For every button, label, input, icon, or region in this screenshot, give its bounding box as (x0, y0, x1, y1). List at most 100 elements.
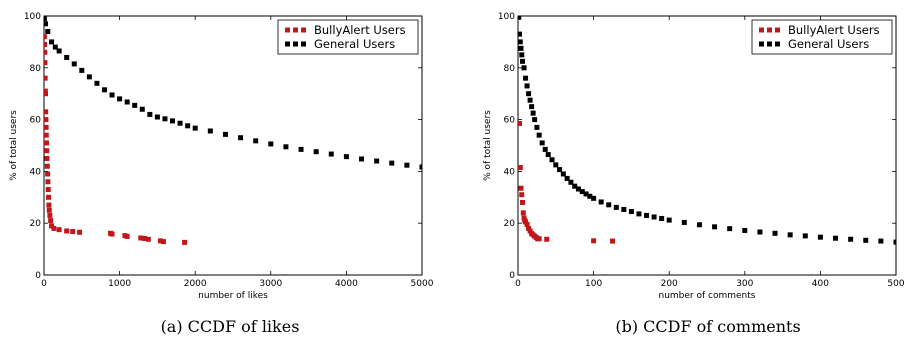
bullyalert-users-point (527, 228, 533, 234)
y-tick-label: 20 (504, 219, 516, 229)
y-tick-label: 40 (30, 167, 42, 177)
x-tick-label: 5000 (411, 279, 434, 289)
general-users-point (313, 149, 319, 155)
bullyalert-users-point (145, 236, 151, 242)
general-users-point (644, 212, 650, 218)
plot-area (517, 15, 897, 276)
general-users-point (238, 135, 244, 141)
x-tick-label: 0 (41, 279, 47, 289)
bullyalert-users-point (46, 202, 52, 208)
general-users-point (524, 83, 530, 89)
bullyalert-users-point (45, 171, 51, 177)
bullyalert-users-point (160, 239, 166, 245)
y-tick-label: 60 (504, 116, 516, 126)
general-users-point (557, 167, 563, 173)
y-tick-label: 20 (30, 219, 42, 229)
general-users-point (817, 234, 823, 240)
bullyalert-users-point (47, 212, 53, 218)
legend-label: General Users (314, 37, 395, 51)
general-users-point (712, 224, 718, 230)
general-users-point (530, 110, 536, 116)
general-users-point (802, 233, 808, 239)
figure-caption: (b) CCDF of comments (615, 317, 800, 336)
general-users-point (404, 162, 410, 168)
bullyalert-users-point (44, 148, 50, 154)
y-axis-label: % of total users (483, 110, 493, 181)
legend-box (751, 19, 893, 55)
general-users-point (94, 80, 100, 86)
general-users-point (757, 229, 763, 235)
general-users-point (359, 156, 365, 162)
general-users-point (545, 152, 551, 158)
general-users-point (553, 162, 559, 168)
general-users-point (49, 39, 55, 45)
general-users-point (518, 39, 523, 45)
general-users-point (848, 236, 854, 242)
bullyalert-users-point (70, 228, 76, 234)
bullyalert-users-point (44, 132, 49, 138)
general-users-point (343, 154, 349, 160)
data-points (44, 16, 422, 245)
general-users-point (109, 92, 115, 98)
general-users-point (539, 140, 545, 146)
bullyalert-users-point (46, 207, 52, 213)
bullyalert-users-point (142, 235, 148, 241)
general-users-point (518, 45, 524, 51)
general-users-point (518, 16, 522, 20)
bullyalert-users-point (523, 219, 529, 225)
x-tick-label: 200 (661, 279, 678, 289)
bullyalert-users-point (44, 109, 49, 115)
legend-marker (767, 27, 772, 33)
general-users-point (572, 183, 578, 189)
general-users-point (863, 237, 869, 243)
legend-marker (285, 41, 290, 47)
bullyalert-users-point (520, 199, 526, 205)
bullyalert-users-point (77, 229, 83, 235)
y-axis-label: % of total users (9, 110, 19, 181)
x-tick-label: 0 (515, 279, 521, 289)
bullyalert-users-point (44, 117, 49, 123)
bullyalert-users-point (109, 231, 115, 237)
general-users-point (696, 222, 702, 228)
bullyalert-users-point (518, 120, 523, 126)
general-users-point (45, 29, 51, 35)
general-users-point (536, 132, 542, 138)
legend-box (277, 19, 419, 55)
x-tick-label: 500 (887, 279, 904, 289)
x-axis-label: number of likes (198, 291, 268, 301)
panel-comments: 0 100 200 300 400 500 0 20 40 60 80 100 number of co… (483, 12, 904, 336)
bullyalert-users-point (544, 236, 550, 242)
general-users-point (328, 151, 334, 157)
bullyalert-users-point (44, 49, 48, 55)
x-tick-label: 400 (812, 279, 829, 289)
general-users-point (681, 219, 687, 225)
general-users-point (44, 21, 49, 27)
general-users-point (147, 111, 153, 117)
general-users-point (591, 195, 597, 201)
general-users-point (132, 102, 138, 108)
legend-marker (293, 27, 298, 33)
bullyalert-users-point (45, 187, 51, 193)
plot-area (43, 15, 423, 276)
general-users-point (283, 144, 289, 150)
bullyalert-users-point (48, 218, 54, 224)
general-users-point (52, 44, 58, 50)
general-users-point (139, 106, 145, 112)
general-users-point (56, 48, 62, 54)
general-users-point (177, 120, 183, 126)
bullyalert-users-point (524, 221, 530, 227)
general-users-point (519, 52, 525, 58)
general-users-point (298, 146, 304, 152)
general-users-point (154, 114, 160, 120)
legend-marker (293, 41, 298, 47)
general-users-point (268, 141, 274, 147)
y-tick-label: 0 (509, 271, 515, 281)
general-users-point (185, 123, 191, 129)
general-users-point (162, 116, 168, 122)
general-users-point (613, 204, 619, 210)
general-users-point (727, 226, 733, 232)
general-users-point (598, 199, 604, 205)
y-tick-label: 100 (498, 12, 515, 22)
